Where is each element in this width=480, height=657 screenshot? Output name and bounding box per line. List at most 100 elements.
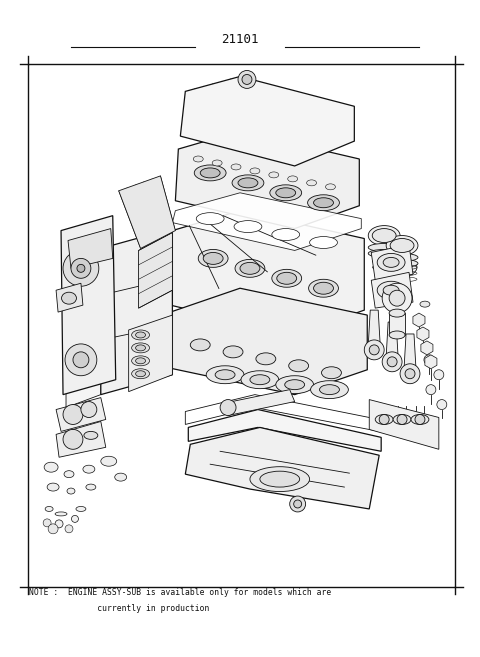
Ellipse shape xyxy=(240,262,260,275)
Polygon shape xyxy=(101,229,172,395)
Polygon shape xyxy=(168,288,367,395)
Ellipse shape xyxy=(320,384,339,395)
Circle shape xyxy=(63,430,83,449)
Ellipse shape xyxy=(190,339,210,351)
Text: currently in production: currently in production xyxy=(29,604,210,613)
Ellipse shape xyxy=(311,380,348,399)
Circle shape xyxy=(65,344,97,376)
Polygon shape xyxy=(56,421,106,457)
Circle shape xyxy=(364,340,384,360)
Ellipse shape xyxy=(386,236,418,256)
Circle shape xyxy=(73,352,89,368)
Ellipse shape xyxy=(256,353,276,365)
Ellipse shape xyxy=(234,221,262,233)
Circle shape xyxy=(81,401,97,417)
Ellipse shape xyxy=(386,260,418,267)
Ellipse shape xyxy=(83,465,95,473)
Ellipse shape xyxy=(383,258,399,267)
Ellipse shape xyxy=(389,331,405,339)
Circle shape xyxy=(434,370,444,380)
Ellipse shape xyxy=(196,213,224,225)
Circle shape xyxy=(382,352,402,372)
Polygon shape xyxy=(389,313,405,335)
Polygon shape xyxy=(371,244,413,281)
Ellipse shape xyxy=(132,343,150,353)
Ellipse shape xyxy=(47,483,59,491)
Ellipse shape xyxy=(136,332,145,338)
Ellipse shape xyxy=(372,246,402,264)
Ellipse shape xyxy=(325,184,336,190)
Ellipse shape xyxy=(411,415,429,424)
Ellipse shape xyxy=(368,225,400,246)
Ellipse shape xyxy=(309,279,338,297)
Ellipse shape xyxy=(308,194,339,211)
Polygon shape xyxy=(185,428,379,509)
Ellipse shape xyxy=(250,168,260,174)
Bar xyxy=(28,64,455,587)
Ellipse shape xyxy=(313,198,334,208)
Polygon shape xyxy=(404,334,416,369)
Circle shape xyxy=(43,519,51,527)
Ellipse shape xyxy=(389,309,405,317)
Polygon shape xyxy=(66,248,101,407)
Polygon shape xyxy=(119,176,175,248)
Polygon shape xyxy=(129,315,172,392)
Ellipse shape xyxy=(136,371,145,376)
Polygon shape xyxy=(371,273,413,308)
Ellipse shape xyxy=(64,470,74,478)
Ellipse shape xyxy=(193,156,203,162)
Ellipse shape xyxy=(250,374,270,384)
Ellipse shape xyxy=(368,244,400,252)
Polygon shape xyxy=(180,76,354,166)
Circle shape xyxy=(389,290,405,306)
Ellipse shape xyxy=(45,507,53,511)
Ellipse shape xyxy=(115,473,127,481)
Circle shape xyxy=(65,525,73,533)
Ellipse shape xyxy=(372,229,396,242)
Ellipse shape xyxy=(375,415,393,424)
Ellipse shape xyxy=(203,252,223,264)
Ellipse shape xyxy=(310,237,337,248)
Ellipse shape xyxy=(86,484,96,490)
Ellipse shape xyxy=(322,367,341,378)
Ellipse shape xyxy=(241,371,279,389)
Ellipse shape xyxy=(76,507,86,511)
Polygon shape xyxy=(386,322,398,357)
Ellipse shape xyxy=(393,415,411,424)
Ellipse shape xyxy=(270,185,301,201)
Ellipse shape xyxy=(206,366,244,384)
Ellipse shape xyxy=(402,293,412,299)
Ellipse shape xyxy=(84,432,98,440)
Ellipse shape xyxy=(288,176,298,182)
Polygon shape xyxy=(68,229,113,268)
Circle shape xyxy=(71,258,91,279)
Circle shape xyxy=(415,415,425,424)
Polygon shape xyxy=(222,390,295,415)
Circle shape xyxy=(405,369,415,378)
Ellipse shape xyxy=(377,281,405,299)
Circle shape xyxy=(387,357,397,367)
Text: NOTE :  ENGINE ASSY-SUB is available only for models which are: NOTE : ENGINE ASSY-SUB is available only… xyxy=(29,588,332,597)
Polygon shape xyxy=(56,283,83,312)
Ellipse shape xyxy=(260,471,300,487)
Polygon shape xyxy=(170,211,364,335)
Ellipse shape xyxy=(198,250,228,267)
Ellipse shape xyxy=(232,175,264,191)
Polygon shape xyxy=(175,131,360,229)
Ellipse shape xyxy=(313,283,334,294)
Ellipse shape xyxy=(368,250,400,258)
Ellipse shape xyxy=(101,456,117,466)
Ellipse shape xyxy=(384,285,394,291)
Ellipse shape xyxy=(272,269,301,287)
Ellipse shape xyxy=(200,168,220,178)
Circle shape xyxy=(424,355,434,365)
Ellipse shape xyxy=(387,258,417,277)
Polygon shape xyxy=(139,233,172,308)
Circle shape xyxy=(294,500,301,508)
Ellipse shape xyxy=(383,285,399,295)
Ellipse shape xyxy=(386,254,418,261)
Ellipse shape xyxy=(390,238,414,252)
Ellipse shape xyxy=(276,376,313,394)
Polygon shape xyxy=(56,397,106,432)
Ellipse shape xyxy=(277,273,297,284)
